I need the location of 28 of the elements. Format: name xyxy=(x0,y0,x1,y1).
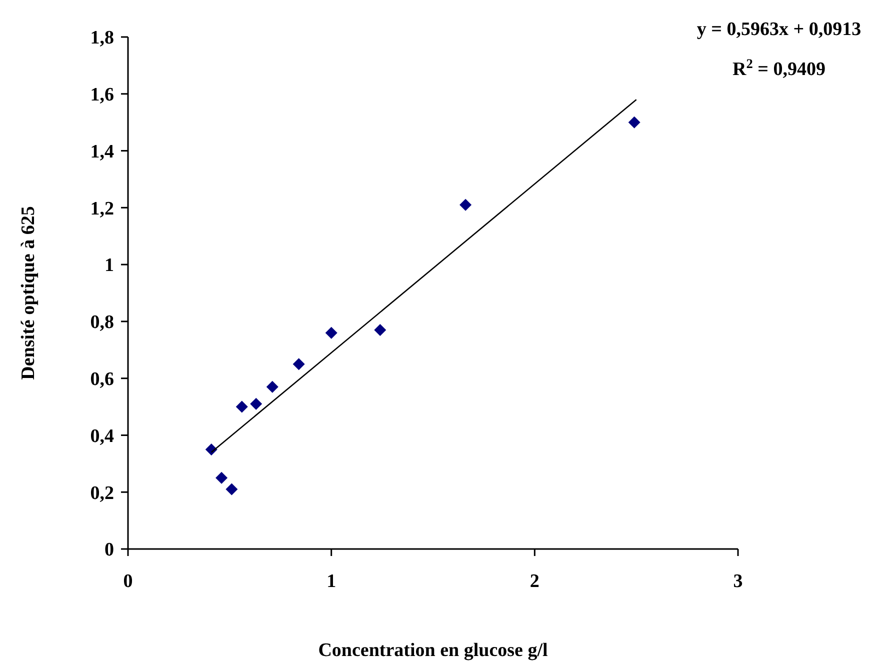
y-tick-label: 0,2 xyxy=(90,482,114,504)
annotation: y = 0,5963x + 0,0913 xyxy=(696,19,862,40)
y-axis-title: Densité optique à 625 xyxy=(18,206,39,380)
x-tick-label: 3 xyxy=(733,571,743,592)
annotation: R$^{2}$ = 0,9409 xyxy=(732,56,826,80)
point xyxy=(216,472,228,484)
point xyxy=(460,198,472,211)
y-tick-label: 0,4 xyxy=(90,426,114,447)
y-tick-label: 1,6 xyxy=(90,84,114,106)
y-tick-label: 1,2 xyxy=(90,198,114,220)
x-axis-title: Concentration en glucose g/l xyxy=(318,640,548,661)
x-tick-label: 1 xyxy=(326,571,336,592)
point xyxy=(226,483,238,496)
point xyxy=(628,116,640,128)
y-tick-label: 1,4 xyxy=(90,141,114,162)
y-tick-label: 1 xyxy=(104,255,114,276)
point xyxy=(266,380,278,393)
point xyxy=(236,400,248,413)
point xyxy=(374,324,386,336)
point xyxy=(250,398,262,410)
y-tick-label: 0,8 xyxy=(90,312,114,334)
point xyxy=(292,358,305,370)
y-tick-label: 0,6 xyxy=(90,368,114,390)
x-tick-label: 0 xyxy=(123,571,133,592)
point xyxy=(325,326,338,339)
y-tick-label: 1,8 xyxy=(90,28,114,49)
x-tick-label: 2 xyxy=(530,571,540,592)
y-tick-label: 0 xyxy=(104,540,114,561)
